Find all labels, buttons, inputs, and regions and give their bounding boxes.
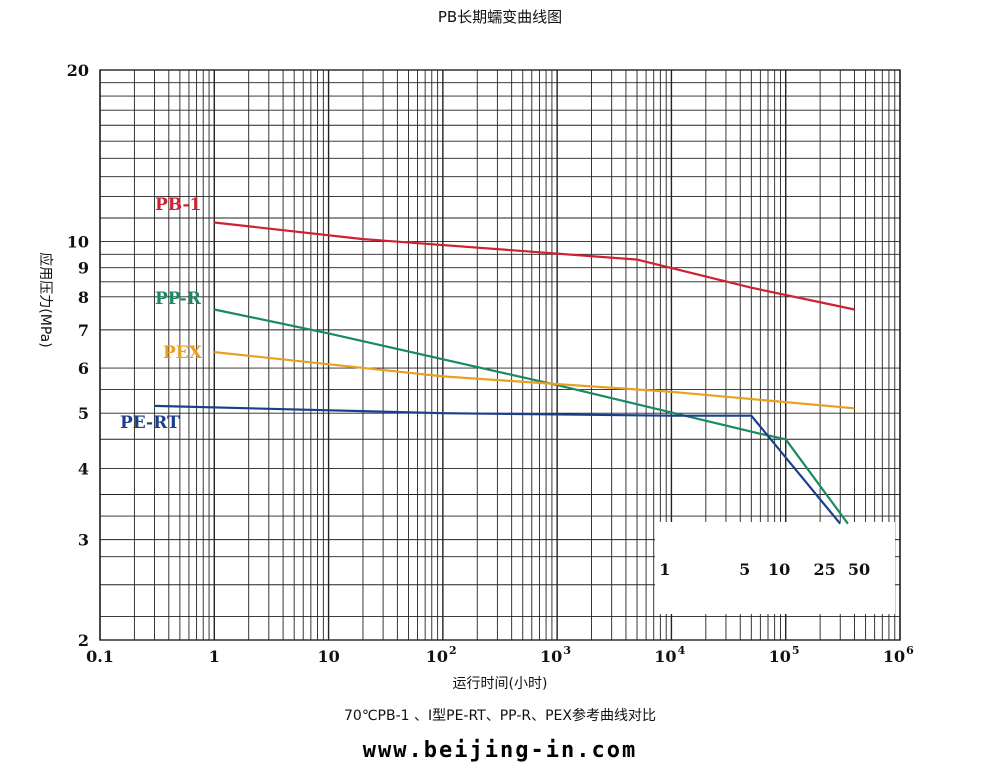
- x-tick-label: 10: [654, 647, 676, 666]
- x-tick-label: 10: [426, 647, 448, 666]
- years-label: 50: [848, 560, 870, 579]
- series-line-pb-1: [214, 221, 855, 311]
- x-tick-exponent: 3: [563, 644, 571, 657]
- y-tick-label: 7: [78, 321, 89, 340]
- y-tick-label: 4: [78, 459, 89, 478]
- series-label-pp-r: PP-R: [155, 289, 202, 309]
- x-axis-label: 运行时间(小时): [452, 676, 548, 692]
- series-line-pex: [214, 351, 855, 410]
- x-tick-label: 10: [769, 647, 791, 666]
- page-title: PB长期蠕变曲线图: [437, 8, 563, 26]
- x-tick-label: 10: [317, 647, 339, 666]
- series-label-pb-1: PB-1: [155, 195, 201, 215]
- years-label: 1: [659, 560, 670, 579]
- x-tick-label: 10: [540, 647, 562, 666]
- plot-frame: [99, 69, 901, 641]
- y-tick-label: 2: [78, 631, 89, 650]
- x-tick-exponent: 2: [449, 644, 457, 657]
- series-line-pp-r: [214, 308, 849, 525]
- y-tick-label: 10: [67, 233, 89, 252]
- x-tick-exponent: 5: [792, 644, 800, 657]
- y-tick-label: 9: [78, 259, 89, 278]
- x-tick-label: 1: [209, 647, 220, 666]
- years-label: 25: [813, 560, 835, 579]
- y-tick-label: 20: [67, 61, 89, 80]
- years-label: 5: [739, 560, 750, 579]
- years-label: 10: [768, 560, 790, 579]
- years-overlay: 1 5 10 25 50: [655, 522, 895, 614]
- series-line-pe-rt: [154, 404, 842, 525]
- website-url: www.beijing-in.com: [362, 738, 638, 763]
- chart-caption: 70℃PB-1 、Ⅰ型PE-RT、PP-R、PEX参考曲线对比: [344, 708, 656, 724]
- x-tick-exponent: 6: [906, 644, 914, 657]
- years-box: [655, 522, 895, 614]
- series-label-pex: PEX: [163, 343, 203, 363]
- series-label-pe-rt: PE-RT: [120, 413, 180, 433]
- series-lines: [154, 221, 855, 525]
- x-tick-exponent: 4: [678, 644, 686, 657]
- grid: [99, 69, 901, 641]
- y-tick-label: 3: [78, 531, 89, 550]
- series-labels: PB-1 PP-R PEX PE-RT: [120, 195, 203, 433]
- y-tick-label: 5: [78, 404, 89, 423]
- y-tick-label: 6: [78, 359, 89, 378]
- y-tick-label: 8: [78, 288, 89, 307]
- y-axis-label: 应用压力(MPa): [37, 252, 53, 348]
- x-tick-label: 10: [883, 647, 905, 666]
- x-tick-label: 0.1: [86, 647, 114, 666]
